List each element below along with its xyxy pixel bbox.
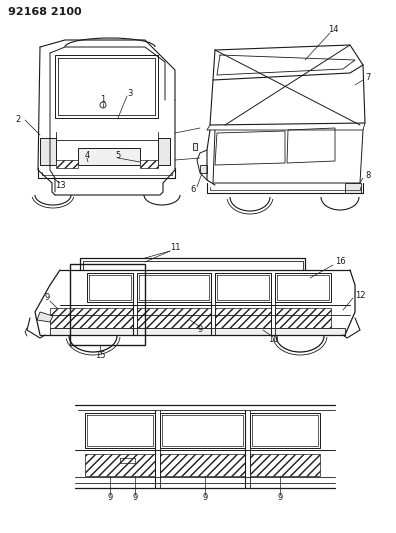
Polygon shape — [193, 143, 197, 150]
Text: 1: 1 — [100, 95, 106, 104]
Polygon shape — [215, 308, 271, 328]
Text: 3: 3 — [127, 88, 133, 98]
Polygon shape — [78, 148, 140, 165]
Polygon shape — [158, 138, 170, 165]
Text: 9: 9 — [107, 494, 112, 503]
Text: 9: 9 — [202, 494, 208, 503]
Text: 6: 6 — [190, 185, 196, 195]
Polygon shape — [85, 413, 155, 448]
Polygon shape — [275, 273, 331, 302]
Text: 11: 11 — [170, 244, 180, 253]
Polygon shape — [56, 160, 78, 168]
Polygon shape — [160, 454, 245, 476]
Text: 14: 14 — [328, 26, 338, 35]
Polygon shape — [160, 413, 245, 448]
Text: 15: 15 — [95, 351, 105, 359]
Polygon shape — [250, 454, 320, 476]
Polygon shape — [215, 131, 285, 165]
Text: 9: 9 — [277, 494, 283, 503]
Text: 10: 10 — [268, 335, 278, 344]
Polygon shape — [250, 413, 320, 448]
Text: 9: 9 — [197, 326, 203, 335]
Text: 16: 16 — [335, 257, 345, 266]
Text: 4: 4 — [84, 151, 89, 160]
Polygon shape — [87, 273, 133, 302]
Polygon shape — [345, 183, 361, 193]
Polygon shape — [40, 138, 56, 165]
Text: 9: 9 — [44, 294, 50, 303]
Polygon shape — [137, 273, 211, 302]
Text: 92168 2100: 92168 2100 — [8, 7, 82, 17]
Polygon shape — [140, 160, 158, 168]
Text: 5: 5 — [115, 151, 121, 160]
Polygon shape — [50, 308, 133, 328]
Polygon shape — [85, 454, 155, 476]
Polygon shape — [55, 55, 158, 118]
Polygon shape — [37, 312, 53, 322]
Text: 8: 8 — [366, 171, 371, 180]
Polygon shape — [287, 128, 335, 163]
Text: 9: 9 — [132, 494, 138, 503]
Polygon shape — [275, 308, 331, 328]
Polygon shape — [200, 165, 207, 173]
Polygon shape — [137, 308, 211, 328]
Text: 7: 7 — [366, 72, 371, 82]
Polygon shape — [215, 273, 271, 302]
Text: 2: 2 — [15, 116, 21, 125]
Polygon shape — [50, 328, 345, 335]
Text: 13: 13 — [55, 182, 65, 190]
Text: 12: 12 — [355, 290, 365, 300]
